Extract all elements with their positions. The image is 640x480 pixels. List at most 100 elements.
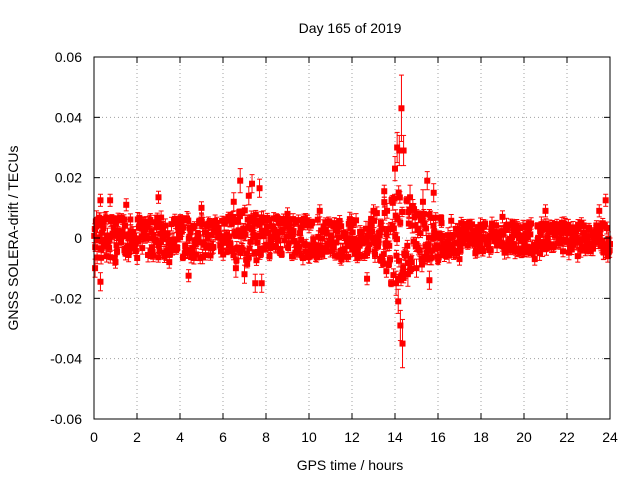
data-point — [432, 214, 439, 221]
data-point — [461, 235, 468, 242]
data-point — [97, 278, 104, 285]
data-point — [511, 242, 518, 249]
data-point — [485, 241, 492, 248]
data-point — [395, 189, 402, 196]
data-point — [470, 228, 477, 235]
data-point — [123, 201, 130, 208]
data-point — [323, 230, 330, 237]
data-point — [111, 254, 118, 261]
data-point — [316, 244, 323, 251]
data-point — [425, 234, 432, 241]
data-point — [238, 233, 245, 240]
data-point — [241, 271, 248, 278]
data-point — [602, 248, 609, 255]
data-point — [412, 222, 419, 229]
data-point — [500, 230, 507, 237]
x-tick-label: 20 — [516, 429, 532, 445]
data-point — [521, 249, 528, 256]
data-point — [328, 236, 335, 243]
data-point — [242, 231, 249, 238]
data-point — [355, 239, 362, 246]
data-point — [427, 214, 434, 221]
data-point — [253, 257, 260, 264]
data-point — [259, 227, 266, 234]
data-point — [94, 222, 101, 229]
data-point — [400, 264, 407, 271]
data-point — [354, 247, 361, 254]
data-point — [154, 214, 161, 221]
data-point — [396, 194, 403, 201]
data-point — [178, 228, 185, 235]
data-point — [153, 224, 160, 231]
data-point — [543, 245, 550, 252]
data-point — [406, 207, 413, 214]
data-point — [379, 225, 386, 232]
data-point — [488, 220, 495, 227]
data-point — [383, 268, 390, 275]
data-point — [349, 229, 356, 236]
data-point — [424, 177, 431, 184]
data-point — [92, 265, 99, 272]
data-point — [553, 229, 560, 236]
data-point — [203, 229, 210, 236]
data-point — [491, 228, 498, 235]
x-tick-label: 22 — [559, 429, 575, 445]
data-point — [192, 240, 199, 247]
data-point — [430, 222, 437, 229]
data-point — [230, 252, 237, 259]
data-point — [358, 253, 365, 260]
data-point — [349, 246, 356, 253]
data-point — [290, 228, 297, 235]
x-tick-label: 16 — [430, 429, 446, 445]
data-point — [210, 244, 217, 251]
x-tick-label: 8 — [262, 429, 270, 445]
data-point — [96, 215, 103, 222]
data-point — [98, 254, 105, 261]
data-point — [283, 233, 290, 240]
data-point — [441, 242, 448, 249]
data-point — [159, 226, 166, 233]
data-point — [144, 223, 151, 230]
data-point — [136, 214, 143, 221]
data-point — [574, 253, 581, 260]
data-point — [190, 254, 197, 261]
data-point — [284, 210, 291, 217]
data-point — [107, 197, 114, 204]
data-point — [381, 188, 388, 195]
data-point — [278, 251, 285, 258]
data-point — [334, 224, 341, 231]
data-point — [394, 215, 401, 222]
data-point — [275, 219, 282, 226]
data-point — [149, 249, 156, 256]
data-point — [499, 213, 506, 220]
data-point — [279, 226, 286, 233]
data-point — [488, 225, 495, 232]
y-tick-label: -0.06 — [50, 411, 82, 427]
data-point — [101, 236, 108, 243]
data-point — [213, 219, 220, 226]
data-point — [322, 226, 329, 233]
data-point — [404, 242, 411, 249]
data-point — [380, 260, 387, 267]
data-point — [271, 226, 278, 233]
data-point — [447, 241, 454, 248]
data-point — [493, 222, 500, 229]
data-point — [227, 240, 234, 247]
data-point — [342, 233, 349, 240]
data-point — [605, 235, 612, 242]
data-point — [103, 253, 110, 260]
data-point — [371, 251, 378, 258]
data-point — [99, 229, 106, 236]
data-point — [392, 165, 398, 172]
data-point — [358, 231, 365, 238]
data-point — [597, 226, 604, 233]
x-tick-label: 24 — [602, 429, 618, 445]
data-point — [295, 217, 302, 224]
data-point — [229, 247, 236, 254]
y-tick-label: 0 — [74, 230, 82, 246]
data-point — [409, 202, 416, 209]
x-axis-label: GPS time / hours — [297, 457, 404, 473]
data-point — [273, 234, 280, 241]
data-point — [251, 250, 258, 257]
